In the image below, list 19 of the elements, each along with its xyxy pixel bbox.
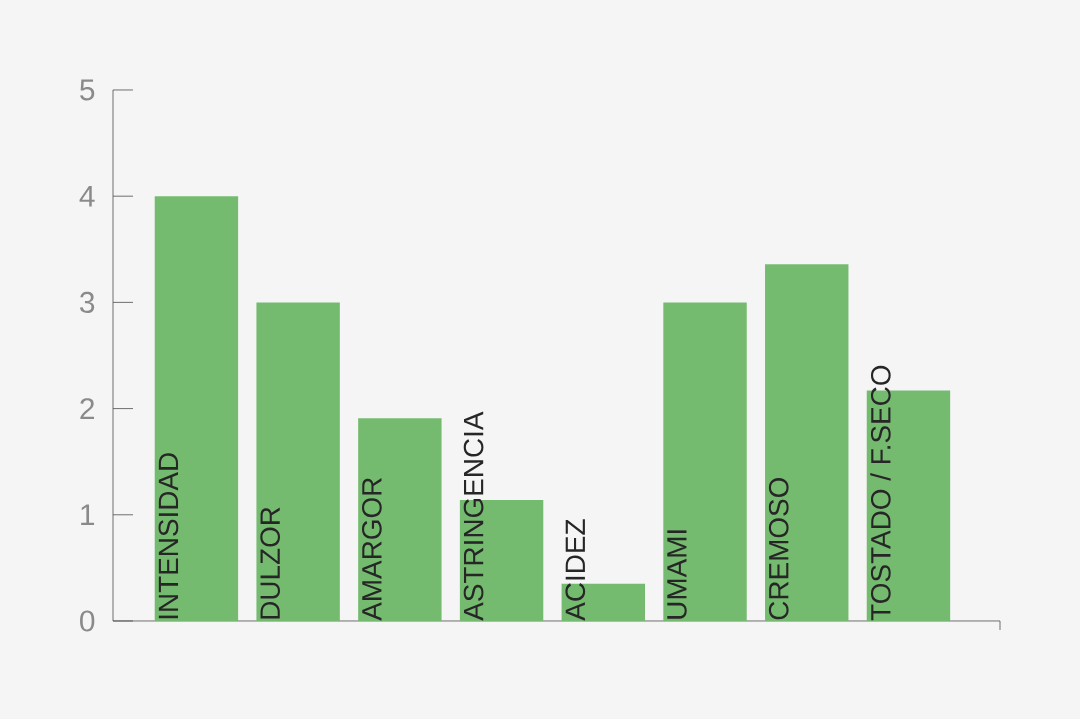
y-tick-label: 1	[81, 504, 95, 526]
y-tick-label: 3	[80, 291, 95, 313]
bar	[154, 196, 239, 621]
x-tick-label: ASTRINGENCIA	[463, 411, 484, 621]
y-tick-label: 0	[80, 610, 95, 632]
bar	[358, 418, 442, 621]
y-tick-label: 2	[80, 398, 94, 420]
y-tick-label: 5	[80, 79, 95, 101]
y-tick-label: 4	[79, 185, 95, 207]
x-tick-label: UMAMI	[667, 530, 687, 619]
x-tick-label: DULZOR	[260, 507, 281, 619]
x-tick-label: INTENSIDAD	[158, 453, 179, 619]
bar	[765, 264, 849, 621]
bar	[256, 302, 340, 621]
bar	[663, 302, 747, 621]
x-tick-label: AMARGOR	[361, 477, 382, 621]
x-tick-label: ACIDEZ	[565, 519, 586, 621]
x-tick-label: CREMOSO	[768, 477, 789, 620]
x-tick-label: TOSTADO / F.SECO	[870, 365, 891, 621]
